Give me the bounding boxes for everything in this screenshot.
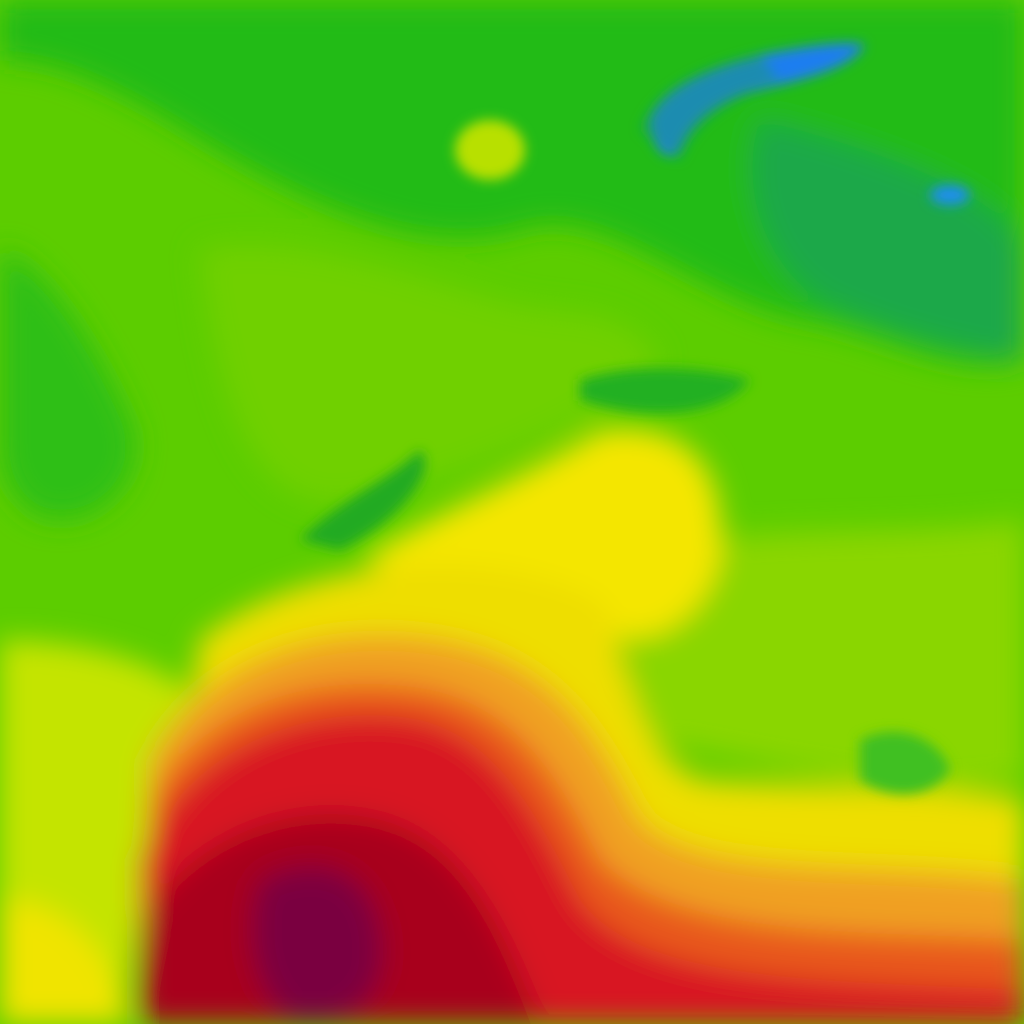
zone-light-green-center <box>200 245 660 503</box>
zone-cold-blue <box>650 43 865 156</box>
zone-dark-green-north <box>0 0 1024 365</box>
zone-green-streak <box>300 450 426 550</box>
zone-green-patch-se <box>860 731 950 794</box>
zone-light-green-east <box>620 520 1024 786</box>
zone-yellow-southwest <box>0 900 130 1024</box>
zone-dark-green-west <box>0 250 136 520</box>
zone-cold-blue-east <box>930 185 970 205</box>
zone-maroon-core <box>252 866 382 1024</box>
zone-green-streak-2 <box>580 368 750 414</box>
zone-green-east <box>752 120 1024 360</box>
zone-yellow-patch-north <box>455 120 525 180</box>
zone-cold-teal <box>640 55 780 160</box>
